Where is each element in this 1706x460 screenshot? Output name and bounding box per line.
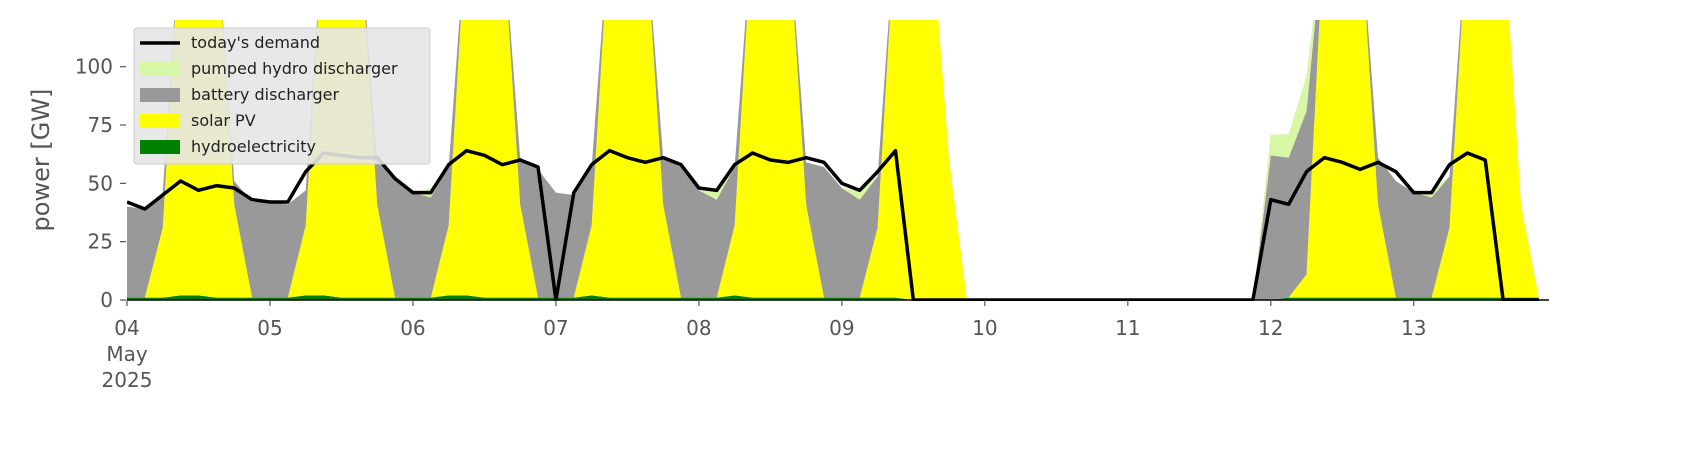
- x-tick-label: 08: [686, 316, 711, 340]
- x-tick-label: 07: [543, 316, 568, 340]
- x-tick-label: 13: [1401, 316, 1426, 340]
- x-tick-label: 09: [829, 316, 854, 340]
- legend-swatch: [140, 62, 180, 76]
- x-tick-label: 05: [257, 316, 282, 340]
- legend-label: battery discharger: [191, 85, 339, 104]
- y-tick-label: 50: [88, 171, 113, 195]
- x-tick-label: 06: [400, 316, 425, 340]
- x-tick-label: 12: [1258, 316, 1283, 340]
- legend: today's demand pumped hydro discharger bat…: [133, 27, 431, 165]
- legend-box: [133, 27, 431, 165]
- x-tick-label: 04 May 2025: [102, 316, 153, 392]
- area: [127, 295, 1539, 300]
- y-axis-label: power [GW]: [27, 89, 55, 232]
- x-tick-label: 10: [972, 316, 997, 340]
- x-tick-label: 11: [1115, 316, 1140, 340]
- legend-label: solar PV: [191, 111, 256, 130]
- y-tick-label: 100: [75, 55, 113, 79]
- y-tick-label: 25: [88, 230, 113, 254]
- y-tick-label: 75: [88, 113, 113, 137]
- area: [127, 20, 1539, 300]
- legend-swatch: [140, 88, 180, 102]
- y-tick-label: 0: [100, 288, 113, 312]
- legend-label: today's demand: [191, 33, 320, 52]
- legend-swatch: [140, 140, 180, 154]
- legend-label: hydroelectricity: [191, 137, 316, 156]
- legend-swatch: [140, 114, 180, 128]
- legend-label: pumped hydro discharger: [191, 59, 398, 78]
- area: [127, 20, 1539, 300]
